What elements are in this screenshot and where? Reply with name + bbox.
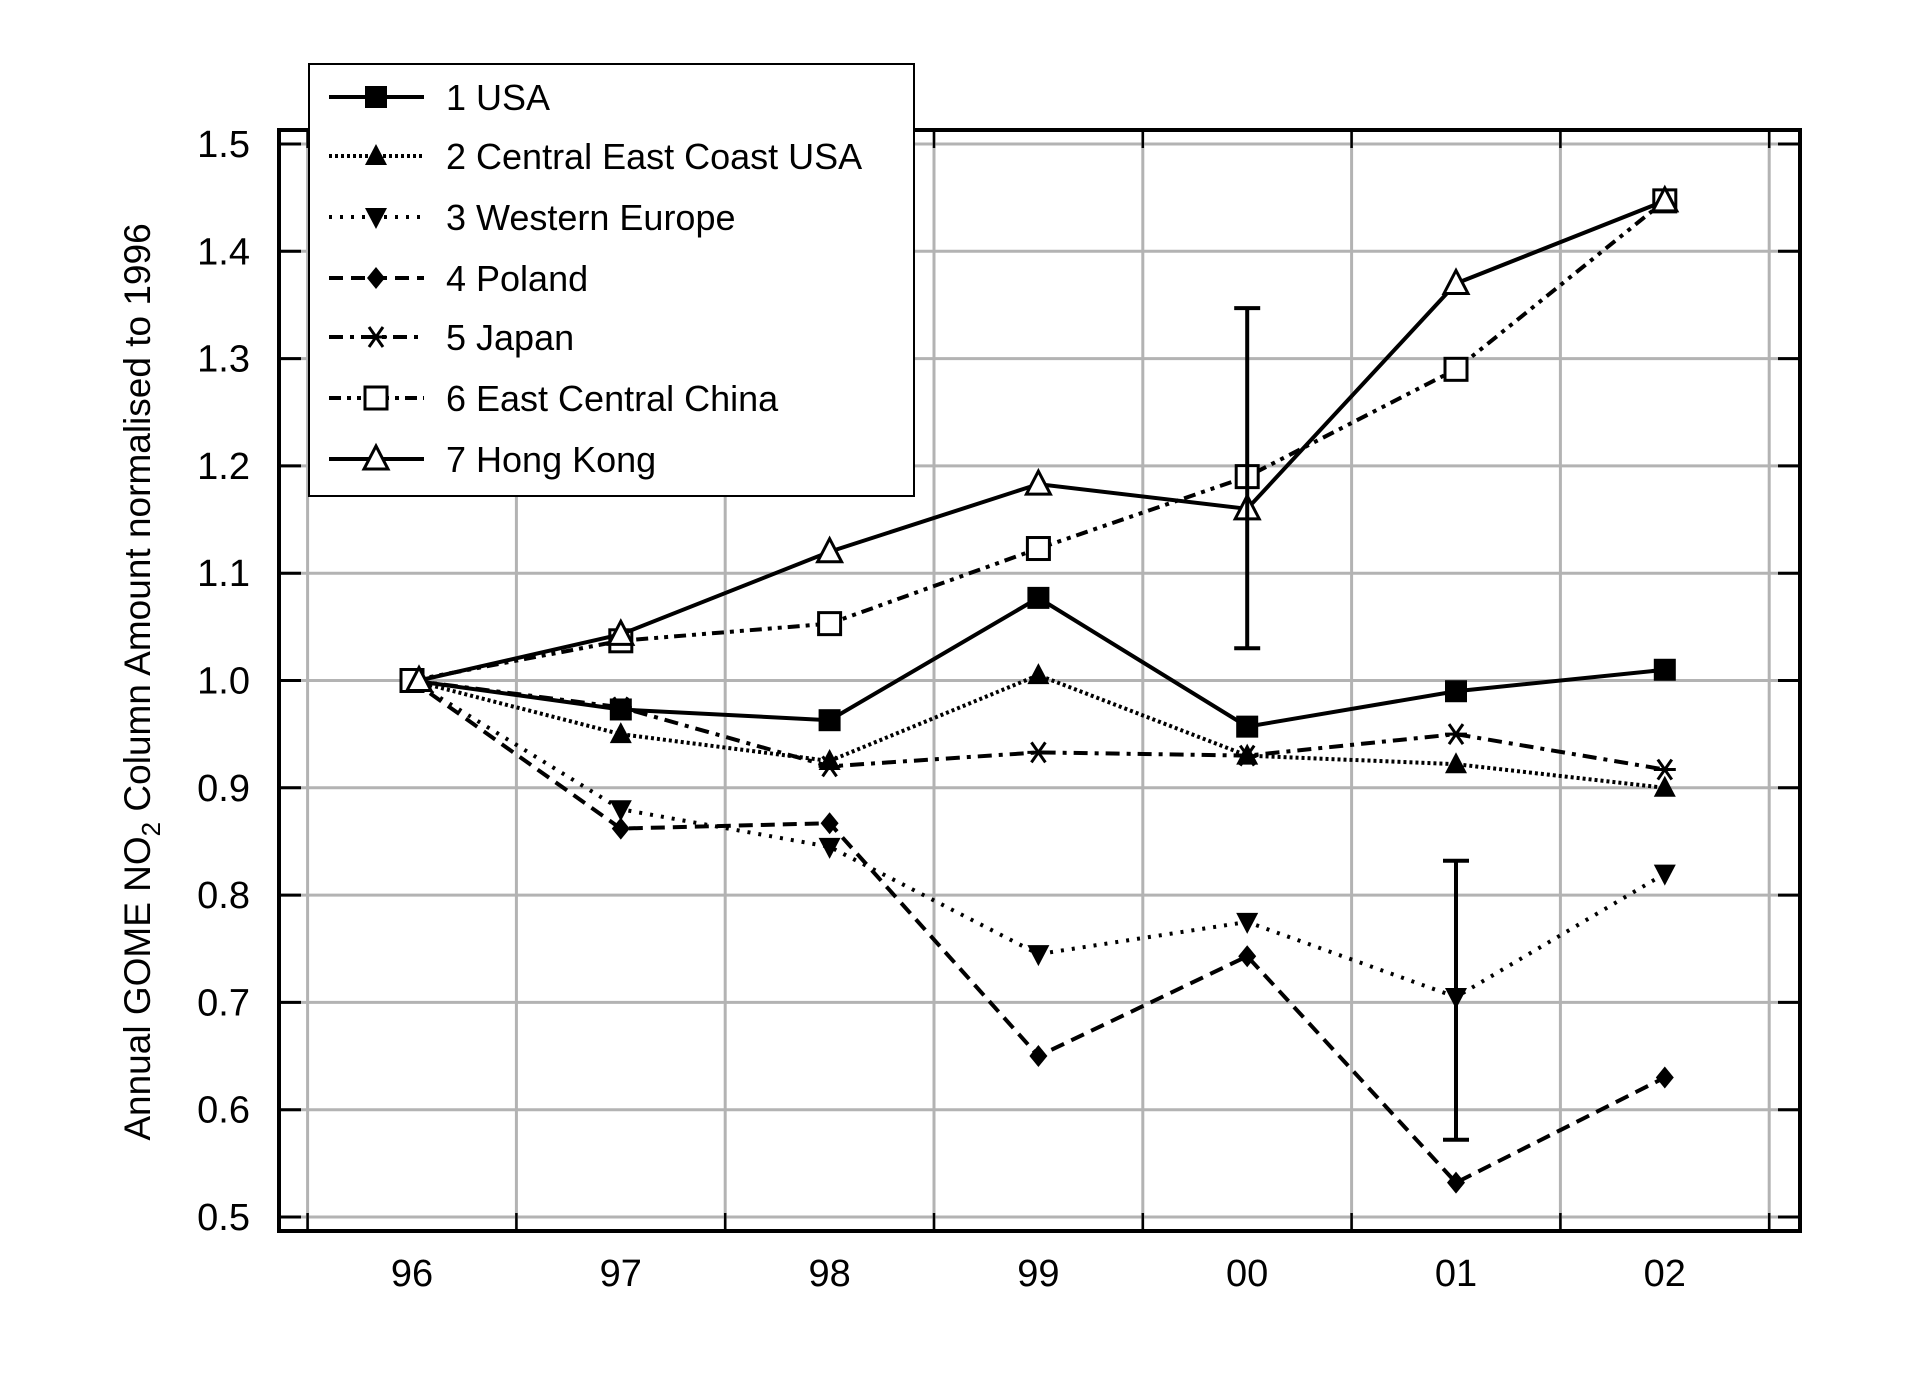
legend-label: 6 East Central China [446,378,779,419]
x-tick-label: 99 [1017,1253,1059,1295]
legend-item: 3 Western Europe [329,197,736,238]
y-tick-label: 0.5 [197,1197,250,1239]
data-point [1653,758,1676,781]
data-point [1029,1045,1048,1068]
data-point [609,800,632,822]
data-point [1027,663,1050,685]
y-axis-label-subscript: 2 [136,822,166,836]
legend-item: 2 Central East Coast USA [329,136,862,177]
data-point [1236,912,1259,934]
series-group [399,184,1680,1194]
data-point [1027,741,1050,764]
legend-label: 1 USA [446,77,550,118]
y-tick-label: 0.8 [197,875,250,917]
data-point [1027,945,1050,967]
legend-box [308,63,915,497]
y-tick-label: 1.4 [197,231,250,273]
y-tick-label: 1.1 [197,553,250,595]
data-point [820,812,839,835]
x-tick-label: 96 [391,1253,433,1295]
data-point [609,696,632,719]
data-point [1653,775,1676,797]
series-1 [401,586,1676,738]
axes: 0.5 0.6 0.7 0.8 0.9 1.0 1.1 1.2 1.3 1.4 1.5 96 97 98 9… [197,124,1800,1295]
data-point [1238,945,1257,968]
data-point [818,755,841,778]
y-tick-label: 1.5 [197,124,250,166]
y-axis-label: Annual GOME NO2 Column Amount normalised… [117,223,166,1140]
data-point [1653,658,1676,681]
legend-label: 3 Western Europe [446,197,736,238]
data-point [818,837,841,859]
series-line [411,672,1666,790]
series-line [411,678,1666,772]
data-point [1653,864,1676,886]
series-line [411,595,1666,729]
data-point [818,709,841,732]
legend-label: 4 Poland [446,258,588,299]
y-tick-label: 0.9 [197,768,250,810]
legend-marker [365,144,387,165]
data-point [1236,715,1259,738]
data-point [1445,680,1467,703]
legend-label: 2 Central East Coast USA [446,136,862,177]
legend-item: 4 Poland [329,258,588,299]
legend-marker [365,86,387,108]
legend-marker [365,208,387,229]
legend-item: 6 East Central China [329,378,779,419]
data-point [611,817,630,840]
series-3 [401,671,1676,1010]
y-tick-label: 1.2 [197,446,250,488]
y-tick-label: 0.7 [197,982,250,1024]
x-tick-label: 98 [808,1253,850,1295]
data-point [1655,1066,1674,1089]
legend-item: 5 Japan [329,317,574,358]
series-4 [403,669,1674,1194]
x-tick-label: 02 [1644,1253,1686,1295]
series-2 [401,663,1676,797]
legend-marker [365,326,387,348]
data-point [609,722,632,744]
data-point [1025,536,1051,562]
data-point [1445,723,1467,746]
legend-item: 1 USA [329,77,550,118]
legend-marker [367,267,385,289]
data-point [1447,1171,1465,1194]
x-tick-label: 00 [1226,1253,1268,1295]
data-point [817,611,843,637]
data-point [404,664,434,692]
series-line [410,678,1666,1186]
data-point [815,535,845,564]
x-tick-label: 97 [600,1253,642,1295]
legend-item: 7 Hong Kong [329,439,656,480]
data-point [1027,586,1050,609]
legend-label: 7 Hong Kong [446,439,656,480]
data-point [1445,752,1467,774]
legend-marker [361,442,391,471]
data-point [1441,267,1471,295]
y-tick-label: 1.0 [197,661,250,703]
data-point [606,618,636,646]
x-tick-label: 01 [1435,1253,1477,1295]
data-point [1236,744,1259,767]
error-bars [1234,306,1469,1142]
y-axis-label-main: Annual GOME NO [117,836,158,1140]
y-tick-label: 0.6 [197,1090,250,1132]
y-tick-label: 1.3 [197,339,250,381]
y-axis-label-rest: Column Amount normalised to 1996 [117,223,158,822]
data-point [1650,184,1680,213]
legend-label: 5 Japan [446,317,574,358]
legend: 1 USA 2 Central East Coast USA 3 Western E… [308,63,915,497]
series-7 [404,184,1680,692]
legend-marker [363,385,389,411]
data-point [1023,467,1053,496]
data-point [1443,356,1469,382]
